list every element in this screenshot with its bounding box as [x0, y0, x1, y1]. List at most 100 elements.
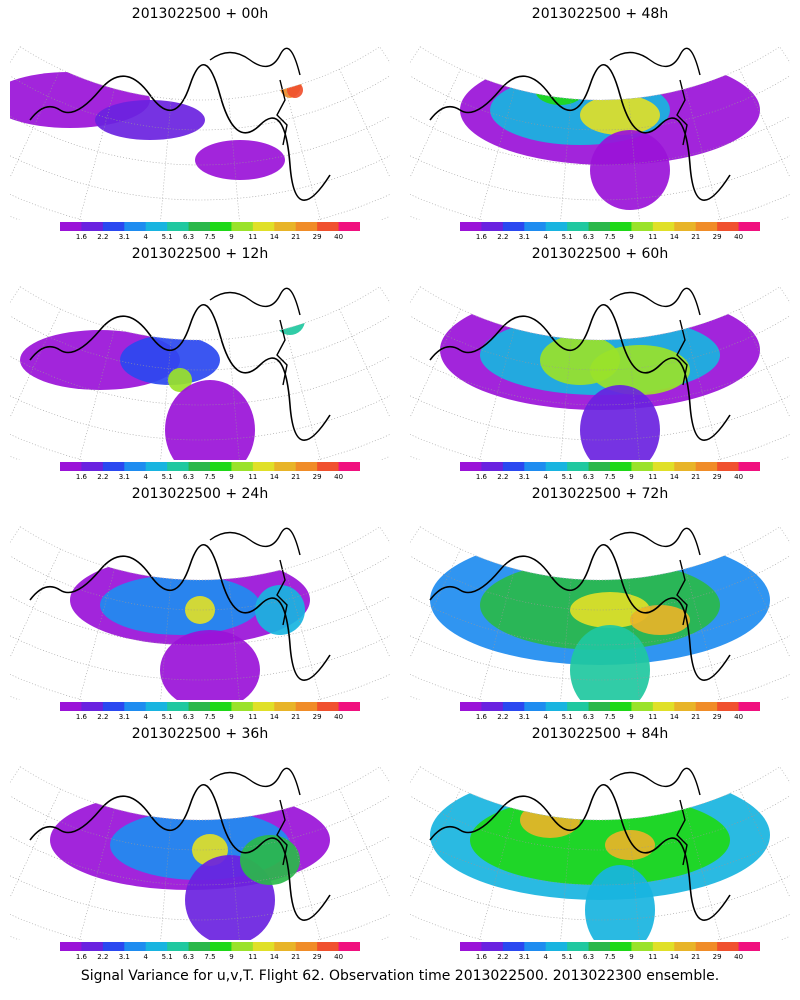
- longitude-line: [285, 328, 321, 460]
- colorbar-tick-label: 29: [713, 713, 722, 720]
- variance-region: [160, 630, 260, 700]
- map-plot: [410, 526, 790, 700]
- coastline: [676, 79, 688, 146]
- panel-title: 2013022500 + 24h: [131, 486, 269, 502]
- coastline: [29, 543, 331, 681]
- colorbar-swatch: [317, 942, 340, 951]
- colorbar-tick-label: 4: [543, 233, 548, 240]
- colorbar-tick-label: 7.5: [204, 713, 215, 720]
- map-frame: [410, 766, 790, 940]
- colorbar-tick-label: 40: [734, 473, 743, 480]
- colorbar-tick-label: 29: [713, 233, 722, 240]
- colorbar-tick-label: 2.2: [97, 473, 108, 480]
- colorbar-swatch: [652, 462, 675, 471]
- colorbar-tick-label: 21: [691, 233, 700, 240]
- colorbar-tick-label: 5.1: [562, 713, 573, 720]
- colorbar-tick-label: 11: [648, 713, 657, 720]
- latitude-line: [10, 75, 390, 131]
- colorbar-tick-label: 9: [229, 473, 233, 480]
- colorbar-swatch: [545, 462, 568, 471]
- colorbar-tick-label: 2.2: [97, 713, 108, 720]
- figure-caption: Signal Variance for u,v,T. Flight 62. Ob…: [80, 968, 720, 984]
- colorbar-tick-label: 4: [543, 713, 548, 720]
- panel-title: 2013022500 + 00h: [131, 6, 269, 22]
- colorbar-tick-label: 9: [629, 713, 633, 720]
- colorbar-tick-label: 21: [691, 953, 700, 960]
- colorbar-swatch: [317, 702, 340, 711]
- colorbar-tick-label: 2.2: [497, 953, 508, 960]
- coastline: [209, 287, 301, 316]
- coastline: [209, 47, 301, 76]
- variance-region: [535, 75, 585, 105]
- colorbar-tick-label: 6.3: [183, 953, 194, 960]
- variance-field: [430, 535, 770, 700]
- colorbar-tick-label: 9: [629, 233, 633, 240]
- colorbar-tick-label: 40: [334, 953, 343, 960]
- colorbar-tick-label: 11: [648, 473, 657, 480]
- colorbar-swatch: [567, 462, 590, 471]
- colorbar-tick-label: 7.5: [604, 473, 615, 480]
- colorbar: 1.6 2.2 3.1 4 5.1 6.3 7.5 9 11 14 21 29 40: [460, 462, 760, 480]
- colorbar-tick-label: 3.1: [519, 713, 530, 720]
- colorbar-swatch: [588, 702, 611, 711]
- coastline: [276, 799, 288, 866]
- colorbar-tick-label: 11: [248, 953, 257, 960]
- colorbar-swatch: [738, 702, 760, 711]
- colorbar-swatch: [631, 702, 654, 711]
- colorbar-tick-label: 5.1: [162, 473, 173, 480]
- colorbar-tick-label: 29: [713, 473, 722, 480]
- colorbar-swatch: [588, 942, 611, 951]
- colorbar-swatch: [252, 462, 275, 471]
- colorbar: 1.6 2.2 3.1 4 5.1 6.3 7.5 9 11 14 21 29 40: [460, 222, 760, 240]
- colorbar-swatch: [167, 462, 190, 471]
- colorbar-tick-label: 4: [143, 233, 148, 240]
- colorbar-swatch: [567, 702, 590, 711]
- colorbar-tick-label: 21: [691, 713, 700, 720]
- variance-region: [240, 835, 300, 885]
- colorbar-swatch: [295, 462, 318, 471]
- variance-field: [440, 290, 760, 460]
- colorbar-tick-label: 7.5: [204, 233, 215, 240]
- latitude-line: [410, 555, 790, 611]
- colorbar-swatch: [210, 942, 232, 951]
- variance-region: [255, 585, 305, 635]
- longitude-line: [479, 88, 515, 220]
- colorbar-swatch: [295, 222, 318, 231]
- map-frame: [410, 46, 790, 220]
- colorbar-swatch: [652, 942, 675, 951]
- colorbar-swatch: [481, 942, 504, 951]
- map-frame: [410, 286, 790, 460]
- longitude-line: [685, 88, 721, 220]
- colorbar-tick-label: 1.6: [76, 473, 88, 480]
- colorbar-swatch: [188, 942, 211, 951]
- colorbar-swatch: [738, 942, 760, 951]
- colorbar-tick-label: 40: [734, 233, 743, 240]
- colorbar-swatch: [460, 702, 482, 711]
- colorbar-swatch: [124, 942, 147, 951]
- colorbar-swatch: [274, 222, 297, 231]
- colorbar-tick-label: 9: [229, 713, 233, 720]
- colorbar-tick-label: 9: [629, 473, 633, 480]
- colorbar-tick-label: 11: [248, 713, 257, 720]
- variance-region: [585, 865, 655, 940]
- longitude-line: [685, 808, 721, 940]
- colorbar-tick-label: 40: [734, 953, 743, 960]
- colorbar-tick-label: 40: [334, 473, 343, 480]
- colorbar-swatch: [738, 222, 760, 231]
- map-plot: [10, 286, 390, 460]
- panel-00h: 2013022500 + 00h 1.6 2.2 3.1 4 5.1 6.3 7.5 9 11 1…: [0, 0, 400, 240]
- colorbar-tick-label: 6.3: [183, 233, 194, 240]
- colorbar-tick-label: 11: [248, 233, 257, 240]
- colorbar-tick-label: 3.1: [119, 233, 130, 240]
- colorbar-tick-label: 6.3: [583, 473, 594, 480]
- colorbar: 1.6 2.2 3.1 4 5.1 6.3 7.5 9 11 14 21 29 40: [60, 942, 360, 960]
- colorbar-swatch: [631, 942, 654, 951]
- colorbar-swatch: [167, 222, 190, 231]
- variance-field: [460, 55, 760, 210]
- colorbar-tick-label: 21: [291, 473, 300, 480]
- latitude-line: [410, 795, 790, 851]
- longitude-line: [79, 568, 115, 700]
- colorbar-swatch: [167, 702, 190, 711]
- colorbar-tick-label: 7.5: [604, 953, 615, 960]
- variance-region: [590, 345, 690, 395]
